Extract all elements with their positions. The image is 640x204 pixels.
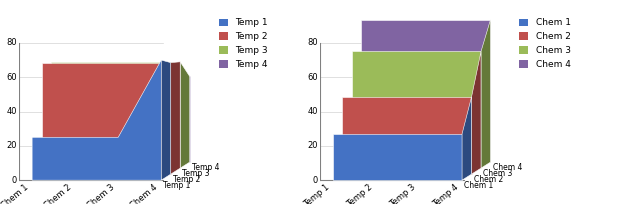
Text: 40: 40 [307, 107, 318, 116]
Polygon shape [171, 62, 180, 174]
Text: Temp 1: Temp 1 [302, 183, 331, 204]
Text: 20: 20 [6, 141, 17, 150]
Text: Chem 1: Chem 1 [464, 181, 493, 190]
Polygon shape [61, 76, 189, 162]
Text: Temp 3: Temp 3 [182, 169, 210, 178]
Text: 60: 60 [307, 73, 318, 82]
Text: 40: 40 [6, 107, 17, 116]
Polygon shape [161, 60, 171, 180]
Text: Chem 4: Chem 4 [493, 163, 522, 172]
Text: 60: 60 [6, 73, 17, 82]
Polygon shape [472, 51, 481, 174]
Legend: Chem 1, Chem 2, Chem 3, Chem 4: Chem 1, Chem 2, Chem 3, Chem 4 [518, 18, 572, 70]
Text: Chem 2: Chem 2 [474, 175, 503, 184]
Polygon shape [333, 134, 462, 180]
Text: Chem 4: Chem 4 [129, 183, 159, 204]
Text: Chem 1: Chem 1 [0, 183, 30, 204]
Text: 80: 80 [307, 38, 318, 47]
Polygon shape [352, 51, 481, 168]
Text: Chem 3: Chem 3 [85, 183, 116, 204]
Text: Temp 3: Temp 3 [388, 183, 417, 204]
Text: Chem 2: Chem 2 [42, 183, 73, 204]
Polygon shape [51, 62, 180, 168]
Text: Temp 4: Temp 4 [431, 183, 460, 204]
Polygon shape [180, 62, 189, 168]
Polygon shape [362, 20, 490, 162]
Text: Temp 1: Temp 1 [163, 181, 191, 190]
Polygon shape [42, 63, 171, 174]
Polygon shape [462, 97, 472, 180]
Text: 20: 20 [307, 141, 318, 150]
Polygon shape [342, 97, 472, 174]
Text: 0: 0 [12, 176, 17, 185]
Text: 0: 0 [312, 176, 318, 185]
Legend: Temp 1, Temp 2, Temp 3, Temp 4: Temp 1, Temp 2, Temp 3, Temp 4 [218, 18, 268, 70]
Polygon shape [32, 60, 161, 180]
Text: Temp 2: Temp 2 [345, 183, 374, 204]
Text: Temp 2: Temp 2 [173, 175, 200, 184]
Text: 80: 80 [6, 38, 17, 47]
Text: Chem 3: Chem 3 [483, 169, 513, 178]
Polygon shape [481, 20, 490, 168]
Text: Temp 4: Temp 4 [192, 163, 220, 172]
